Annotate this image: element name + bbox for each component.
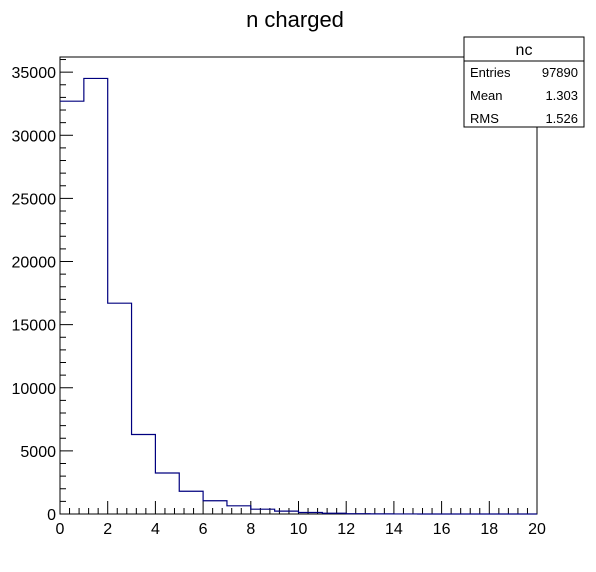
y-tick-label: 20000 [12,255,57,272]
x-tick-label: 18 [480,521,498,538]
histogram-outline [60,77,537,515]
histogram-bin [60,101,84,514]
tick-labels: 0 2 4 6 8 10 12 14 16 18 20 0 5000 10000 15000 20000 250… [12,65,547,538]
stats-box-title: nc [516,42,533,59]
y-tick-label: 35000 [12,65,57,82]
y-tick-label: 10000 [12,381,57,398]
x-tick-label: 4 [151,521,160,538]
y-tick-label: 30000 [12,128,57,145]
y-tick-label: 5000 [20,444,56,461]
histogram-bin [227,506,251,514]
histogram-bins [60,78,442,514]
histogram-bin [132,434,156,514]
x-tick-label: 8 [246,521,255,538]
stats-box-frame [463,36,585,128]
histogram-bin [155,473,179,514]
stats-box: nc Entries 97890 Mean 1.303 RMS 1.526 [463,36,585,128]
histogram-bin [203,501,227,514]
chart-title: n charged [246,7,344,32]
stats-entries-label: Entries [470,65,511,80]
stats-entries-value: 97890 [542,65,578,80]
x-tick-label: 0 [56,521,65,538]
stats-mean-value: 1.303 [545,88,578,103]
stats-rms-label: RMS [470,111,499,126]
x-tick-label: 6 [199,521,208,538]
x-tick-label: 14 [385,521,403,538]
histogram-bin [84,78,108,514]
y-tick-label: 0 [47,507,56,524]
x-tick-label: 20 [528,521,546,538]
stats-rms-value: 1.526 [545,111,578,126]
x-tick-label: 12 [337,521,355,538]
histogram-bin [179,491,203,514]
x-tick-label: 10 [290,521,308,538]
stats-mean-label: Mean [470,88,503,103]
x-tick-label: 16 [433,521,451,538]
histogram-bin [108,303,132,514]
y-tick-label: 25000 [12,191,57,208]
y-tick-label: 15000 [12,318,57,335]
x-tick-label: 2 [103,521,112,538]
axis-ticks [59,59,538,515]
histogram-bin [251,509,275,514]
